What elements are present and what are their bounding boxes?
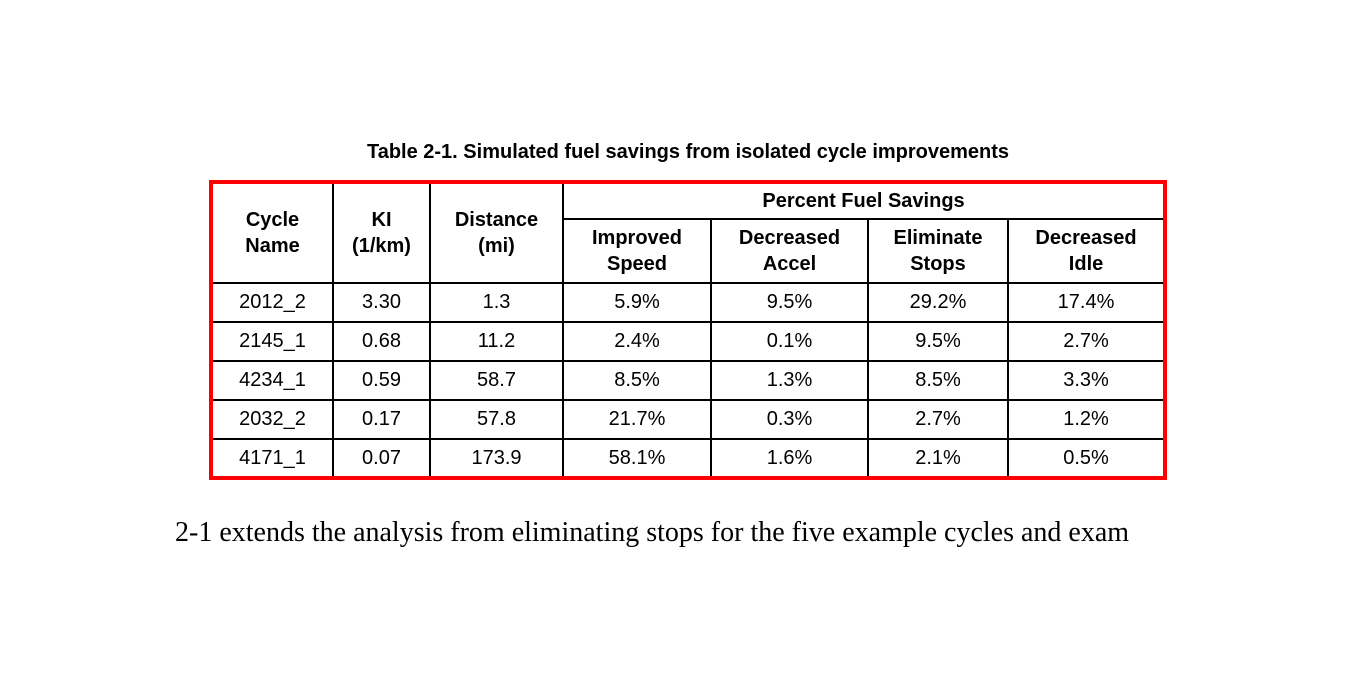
col-header-decreased-idle: Decreased Idle [1006, 218, 1167, 284]
table-cell: 17.4% [1006, 282, 1167, 323]
table-cell: 0.3% [710, 399, 869, 440]
col-header-distance: Distance (mi) [429, 181, 564, 284]
table-cell: 9.5% [867, 321, 1009, 362]
table-row: 2145_1 0.68 11.2 2.4% 0.1% 9.5% 2.7% [210, 321, 1167, 362]
table-cell: 57.8 [429, 399, 564, 440]
table-cell: 2.4% [562, 321, 712, 362]
header-row-group: Cycle Name KI (1/km) Distance (mi) Perce… [210, 181, 1167, 284]
table-cell: 29.2% [867, 282, 1009, 323]
fuel-savings-table: Cycle Name KI (1/km) Distance (mi) Perce… [209, 180, 1168, 480]
table-cell: 1.2% [1006, 399, 1167, 440]
table-cell: 4234_1 [210, 360, 334, 401]
col-header-eliminate-stops: Eliminate Stops [867, 218, 1009, 284]
col-group-percent-fuel-savings: Percent Fuel Savings [561, 181, 1167, 220]
col-header-cycle-name: Cycle Name [210, 181, 334, 284]
table-cell: 58.1% [562, 438, 712, 479]
table-cell: 21.7% [562, 399, 712, 440]
table-cell: 0.5% [1006, 438, 1167, 479]
table-cell: 3.30 [332, 282, 431, 323]
table-cell: 58.7 [429, 360, 564, 401]
table-cell: 8.5% [562, 360, 712, 401]
table-row: 4234_1 0.59 58.7 8.5% 1.3% 8.5% 3.3% [210, 360, 1167, 401]
table-cell: 1.6% [710, 438, 869, 479]
table-cell: 2012_2 [210, 282, 334, 323]
table-cell: 2032_2 [210, 399, 334, 440]
header-row-sub: Improved Speed Decreased Accel Eliminate… [211, 218, 1167, 284]
table-cell: 9.5% [710, 282, 869, 323]
table-row: 2012_2 3.30 1.3 5.9% 9.5% 29.2% 17.4% [210, 282, 1167, 323]
table-cell: 2.7% [1006, 321, 1167, 362]
table-cell: 0.07 [332, 438, 431, 479]
table-cell: 0.1% [710, 321, 869, 362]
table-cell: 11.2 [429, 321, 564, 362]
table-cell: 0.68 [332, 321, 431, 362]
body-text: 2-1 extends the analysis from eliminatin… [175, 517, 1130, 548]
table-cell: 5.9% [562, 282, 712, 323]
table-cell: 2145_1 [210, 321, 334, 362]
col-header-improved-speed: Improved Speed [562, 218, 712, 284]
table-cell: 8.5% [867, 360, 1009, 401]
table-cell: 0.17 [332, 399, 431, 440]
table-cell: 4171_1 [210, 438, 334, 479]
table-cell: 173.9 [429, 438, 564, 479]
table-cell: 3.3% [1006, 360, 1167, 401]
table-row: 2032_2 0.17 57.8 21.7% 0.3% 2.7% 1.2% [210, 399, 1167, 440]
table-cell: 2.1% [867, 438, 1009, 479]
table-cell: 0.59 [332, 360, 431, 401]
col-header-decreased-accel: Decreased Accel [710, 218, 869, 284]
table-row: 4171_1 0.07 173.9 58.1% 1.6% 2.1% 0.5% [210, 438, 1167, 479]
table-cell: 2.7% [867, 399, 1009, 440]
table-caption: Table 2-1. Simulated fuel savings from i… [366, 141, 1010, 163]
table-cell: 1.3 [429, 282, 564, 323]
col-header-ki: KI (1/km) [332, 181, 431, 284]
table-cell: 1.3% [710, 360, 869, 401]
